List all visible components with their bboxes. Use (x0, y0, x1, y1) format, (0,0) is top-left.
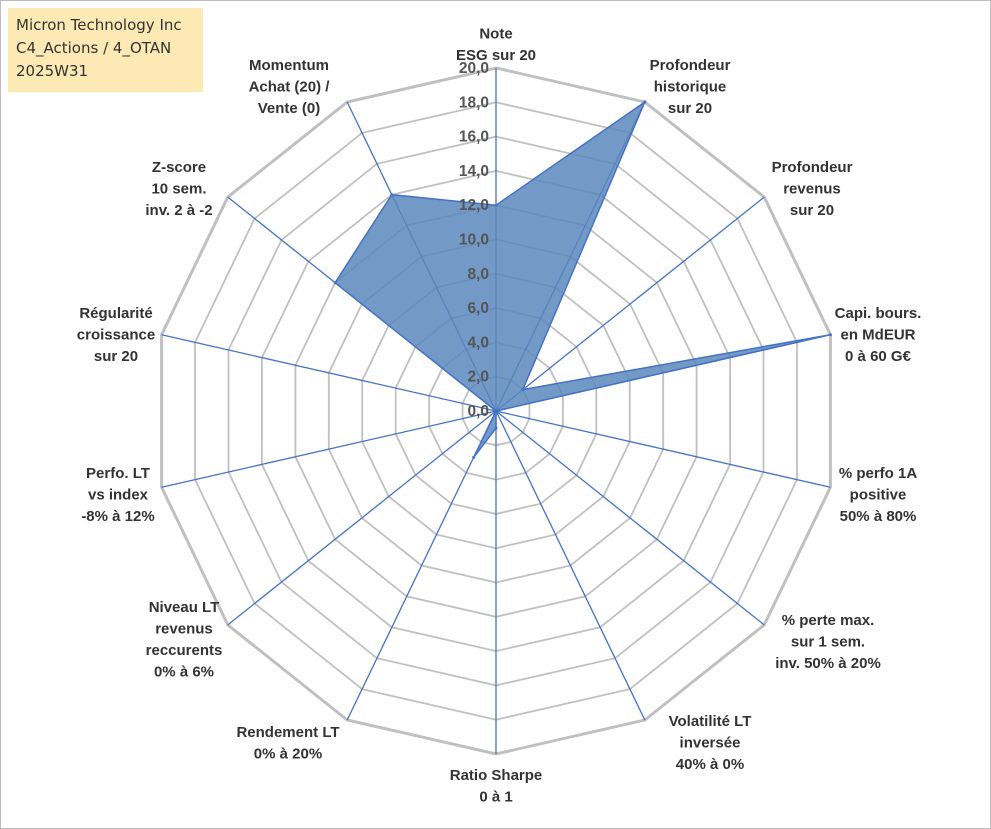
data-point-8 (494, 426, 498, 430)
r-tick-label: 10,0 (459, 232, 489, 249)
data-point-13 (333, 281, 337, 285)
axis-label-4: Capi. bours. en MdEUR 0 à 60 G€ (835, 305, 922, 365)
axis-spoke-3 (495, 196, 765, 412)
r-tick-label: 0,0 (467, 403, 489, 420)
r-tick-label: 6,0 (467, 300, 489, 317)
r-tick-label: 14,0 (459, 163, 489, 180)
axis-label-6: % perte max. sur 1 sem. inv. 50% à 20% (775, 612, 881, 672)
axis-spoke-11 (161, 410, 497, 488)
radar-axis-labels: Note ESG sur 20 Profondeur historique sur 20… (77, 26, 922, 806)
week-label: 2025W31 (16, 62, 89, 80)
axis-label-13: Z-score 10 sem. inv. 2 à -2 (145, 159, 212, 219)
radar-tick-labels: 0,0 2,0 4,0 6,0 8,0 10,0 12,0 14,0 16,0 18,0 20,0 (459, 60, 489, 420)
r-tick-label: 16,0 (459, 129, 489, 146)
r-tick-label: 18,0 (459, 94, 489, 111)
data-point-1 (494, 203, 498, 207)
axis-spoke-6 (495, 410, 765, 626)
r-tick-label: 20,0 (459, 60, 489, 77)
axis-label-8: Ratio Sharpe 0 à 1 (450, 767, 543, 806)
axis-label-11: Perfo. LT vs index -8% à 12% (81, 465, 154, 525)
r-tick-label: 2,0 (467, 369, 489, 386)
axis-spoke-7 (495, 410, 646, 721)
chart-title-box: Micron Technology Inc C4_Actions / 4_OTA… (8, 8, 203, 92)
axis-label-1: Note ESG sur 20 (456, 26, 536, 65)
radar-series (333, 99, 832, 459)
axis-label-14: Momentum Achat (20) / Vente (0) (249, 57, 331, 117)
axis-label-7: Volatilité LT inversée 40% à 0% (669, 713, 752, 773)
data-point-14 (390, 193, 394, 197)
data-point-9 (472, 455, 476, 459)
axis-spoke-9 (346, 410, 497, 721)
axis-label-5: % perfo 1A positive 50% à 80% (839, 465, 918, 525)
r-tick-label: 12,0 (459, 197, 489, 214)
data-point-3 (521, 388, 525, 392)
r-tick-label: 4,0 (467, 334, 489, 351)
axis-spoke-5 (495, 410, 831, 488)
company-name: Micron Technology Inc (16, 16, 182, 34)
axis-label-10: Niveau LT revenus reccurents 0% à 6% (146, 599, 223, 681)
axis-spoke-10 (227, 410, 497, 626)
axis-spoke-12 (161, 334, 497, 412)
axis-label-2: Profondeur historique sur 20 (650, 57, 731, 117)
axis-label-12: Régularité croissance sur 20 (77, 305, 155, 365)
axis-label-3: Profondeur revenus sur 20 (772, 159, 853, 219)
data-point-12 (494, 409, 498, 413)
series-area (334, 99, 831, 458)
axis-label-9: Rendement LT 0% à 20% (236, 724, 339, 763)
data-point-2 (643, 100, 647, 104)
portfolio-category: C4_Actions / 4_OTAN (16, 39, 172, 57)
data-point-4 (828, 333, 832, 337)
r-tick-label: 8,0 (467, 266, 489, 283)
